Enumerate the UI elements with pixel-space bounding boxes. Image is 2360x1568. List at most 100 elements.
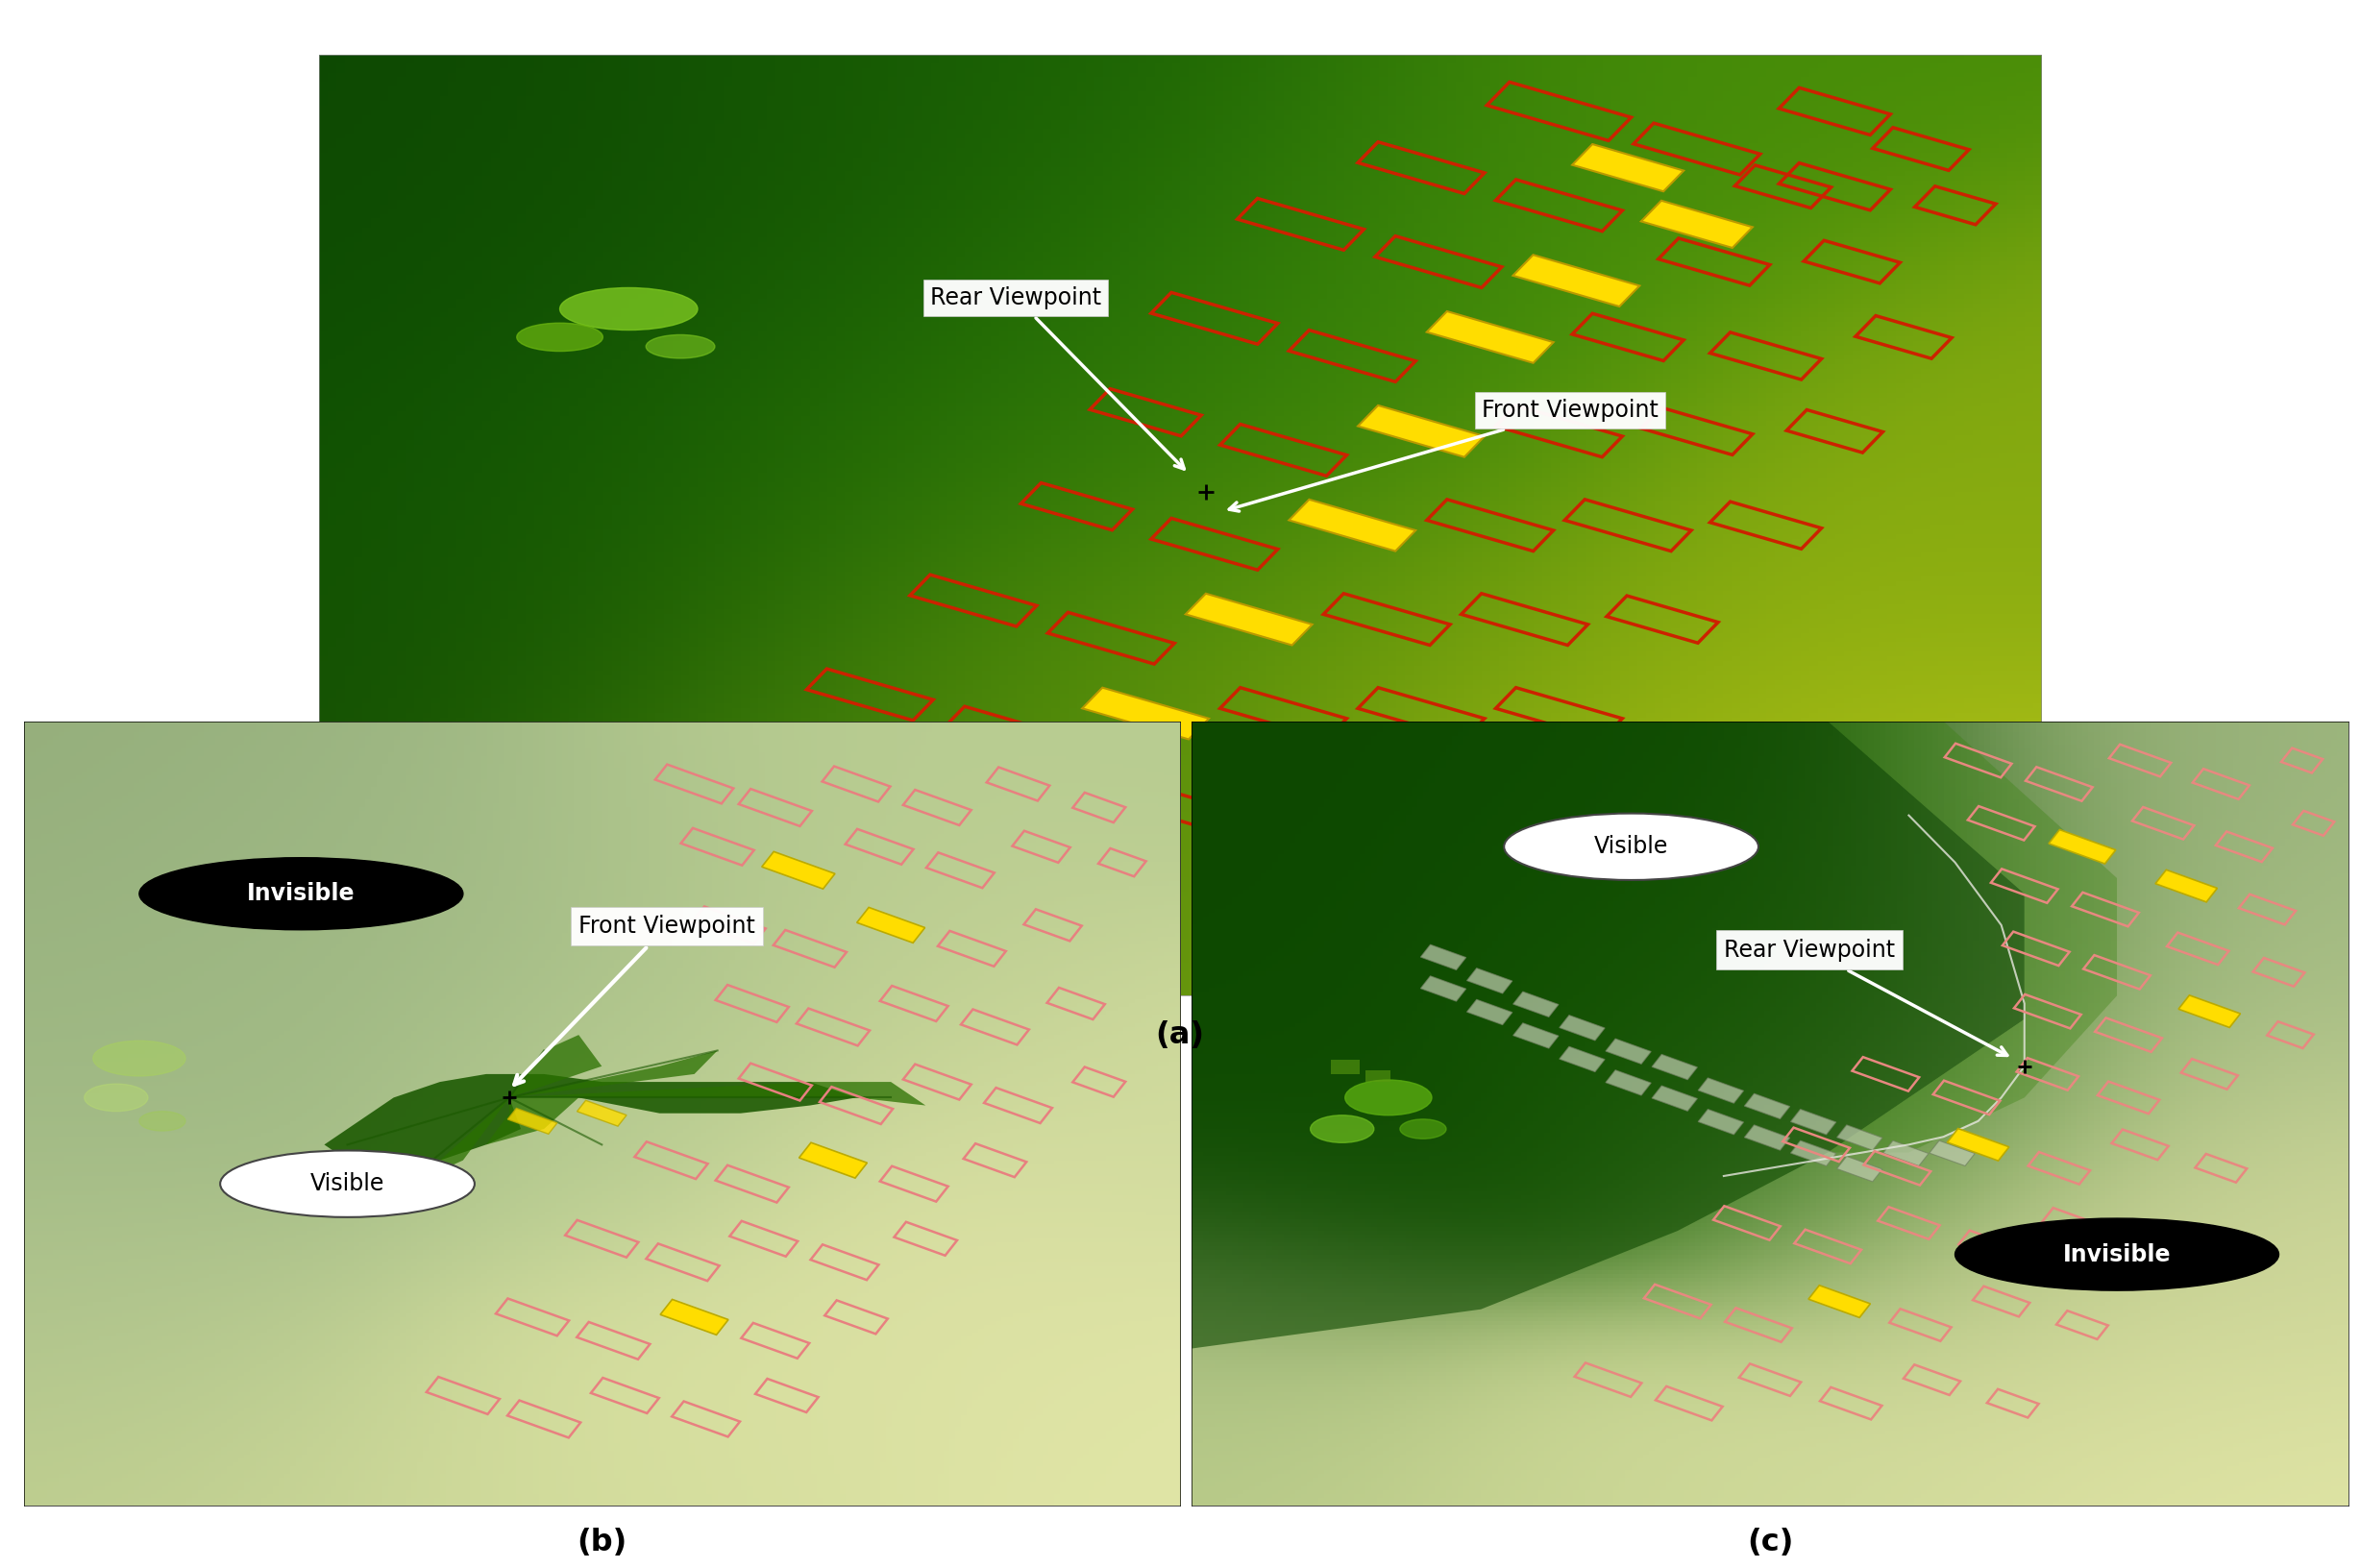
Bar [2126,1232,2178,1261]
Bar [715,985,788,1022]
Bar [1116,782,1244,833]
Bar [2240,894,2296,925]
Bar [1605,1038,1652,1065]
Bar [1083,688,1208,739]
Bar [2041,1207,2098,1239]
Bar [1074,792,1126,823]
Bar [1605,1069,1652,1096]
Ellipse shape [85,1083,149,1112]
Bar [739,1063,812,1101]
Bar [1392,782,1520,833]
Bar [1468,999,1513,1025]
Polygon shape [510,1082,925,1105]
Bar [680,828,755,866]
Bar [1097,848,1147,877]
Ellipse shape [139,858,463,930]
Bar [2013,994,2082,1029]
Bar [2178,996,2240,1027]
Bar [1468,967,1513,994]
Bar [1711,502,1822,549]
Bar [1945,743,2011,778]
Bar [845,829,913,864]
Bar [1782,1127,1850,1162]
Polygon shape [323,1074,857,1168]
Bar [984,1088,1053,1123]
Bar [2166,933,2228,964]
Text: Invisible: Invisible [2063,1243,2171,1265]
Bar [635,1142,708,1179]
Bar [1152,519,1277,569]
Bar [2004,931,2070,966]
Bar [2195,1154,2247,1182]
Bar [2192,768,2249,800]
Bar [800,1143,866,1178]
Bar [1933,1080,1999,1115]
Bar [1324,594,1449,644]
Bar [2027,1152,2091,1184]
Bar [1428,500,1553,550]
Bar [1560,1014,1605,1041]
Bar [590,1378,658,1413]
Bar [937,931,1005,966]
Bar [2096,1018,2162,1052]
Bar [1874,127,1968,171]
Polygon shape [1829,721,2117,1152]
Ellipse shape [1954,1218,2280,1290]
Bar [1237,199,1364,249]
Bar [1659,238,1770,285]
Bar [1461,594,1588,644]
Bar [1739,1364,1801,1396]
Bar [1640,408,1753,455]
Bar [1376,237,1501,287]
Bar [656,765,734,803]
Bar [2112,1129,2169,1160]
Text: Invisible: Invisible [248,883,356,905]
Bar [1048,988,1104,1019]
Bar [1421,975,1466,1002]
Ellipse shape [1503,814,1758,880]
Bar [1012,831,1069,862]
Bar [880,1167,949,1201]
Bar [1645,1284,1711,1319]
Bar [1607,596,1718,643]
Bar [774,930,847,967]
Polygon shape [510,1051,717,1098]
Bar [986,767,1050,801]
Bar [703,764,831,814]
Bar [564,1220,640,1258]
Bar [1973,1286,2030,1317]
Bar [1930,1140,1975,1167]
Bar [1428,312,1553,362]
Bar [1357,406,1484,456]
Text: Visible: Visible [1593,836,1669,858]
Bar [894,1221,958,1256]
Bar [1357,688,1484,739]
Bar [2048,829,2115,864]
Bar [1905,1364,1961,1396]
Text: Rear Viewpoint: Rear Viewpoint [930,285,1185,469]
Bar [1853,1057,1919,1091]
Bar [1289,500,1416,550]
Bar [1711,332,1822,379]
Bar [1357,143,1484,193]
Bar [819,1087,892,1124]
Bar [1779,88,1890,135]
Bar [1633,124,1761,174]
Bar [739,895,864,946]
Bar [1022,483,1133,530]
Bar [1572,144,1683,191]
Bar [507,1109,557,1134]
Bar [1947,1129,2008,1160]
Bar [1725,1308,1791,1342]
Bar [979,782,1104,833]
Bar [2056,1311,2107,1339]
Bar [2294,811,2334,836]
Ellipse shape [1345,1080,1433,1115]
Text: Front Viewpoint: Front Viewpoint [514,914,755,1085]
Bar [925,853,994,887]
Polygon shape [1192,721,2025,1348]
Bar [2268,1021,2313,1049]
Bar [1024,909,1081,941]
Bar [599,858,727,908]
Bar [1048,613,1175,663]
